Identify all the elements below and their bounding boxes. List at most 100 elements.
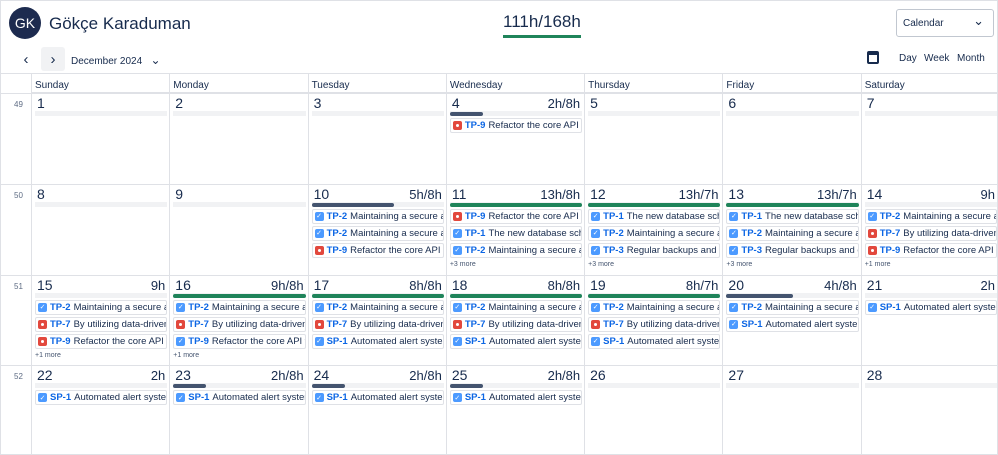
work-item[interactable]: TP-7 By utilizing data-driven: [588, 316, 721, 332]
issue-icon: [452, 228, 462, 238]
view-button[interactable]: Week: [924, 53, 950, 64]
date: 20: [728, 276, 744, 293]
issue-icon: [314, 228, 324, 238]
hours: 8h/7h: [685, 277, 719, 293]
issue-summary: Maintaining a secure ar: [626, 301, 721, 313]
issue-summary: The new database sche: [765, 210, 859, 222]
issue-key: TP-9: [326, 244, 348, 256]
hours: 9h: [150, 277, 166, 293]
issue-key: TP-7: [50, 318, 71, 330]
issue-summary: Maintaining a secure ar: [73, 301, 168, 313]
issue-key: TP-2: [188, 301, 209, 313]
day-cell: 4 2h/8h TP-9 Refactor the core API to: [445, 93, 585, 184]
view-button[interactable]: Day: [899, 53, 917, 64]
day-header: 6: [726, 95, 859, 116]
issue-icon: [38, 319, 47, 329]
week-number: 50: [1, 183, 31, 275]
work-item[interactable]: TP-7 By utilizing data-driven: [449, 316, 583, 332]
issue-key: SP-1: [464, 335, 486, 347]
work-item[interactable]: TP-7 By utilizing data-driven: [311, 316, 444, 332]
week-number: 51: [1, 274, 31, 366]
issue-summary: Automated alert system: [627, 335, 721, 347]
issue-icon: [452, 302, 462, 312]
date: 3: [313, 95, 322, 111]
more-link[interactable]: +1 more: [35, 351, 61, 359]
issue-icon: [314, 211, 324, 221]
issue-key: TP-2: [741, 227, 763, 239]
more-link[interactable]: +1 more: [864, 260, 891, 268]
issue-summary: Refactor the core API to: [73, 335, 168, 347]
progress-bar: [173, 384, 207, 389]
day-cell: 7: [860, 93, 997, 184]
more-link[interactable]: +3 more: [588, 260, 615, 268]
more-link[interactable]: +3 more: [449, 260, 476, 268]
issue-icon: [38, 302, 47, 312]
issue-summary: Maintaining a secure ar: [765, 227, 859, 239]
prev-button[interactable]: ‹: [23, 50, 29, 68]
day-header: 15 9h: [35, 277, 168, 298]
more-link[interactable]: +3 more: [726, 260, 753, 268]
date: 13: [728, 185, 744, 202]
day-header: 18 8h/8h: [449, 277, 583, 298]
issue-icon: [867, 211, 877, 221]
day-header: 11 13h/8h: [449, 186, 583, 207]
issue-summary: Regular backups and op: [626, 244, 721, 256]
day-cell: 3: [307, 93, 446, 184]
issue-icon: [867, 245, 877, 255]
view-select[interactable]: Calendar: [896, 9, 994, 37]
hours: 4h/8h: [824, 277, 857, 293]
more-link[interactable]: +1 more: [173, 351, 200, 359]
day-cell: 9: [169, 183, 308, 275]
work-item[interactable]: TP-7 By utilizing data-driven: [173, 316, 306, 332]
work-item[interactable]: TP-7 By utilizing data-driven: [35, 316, 168, 332]
next-button[interactable]: ›: [41, 47, 65, 71]
issue-summary: Maintaining a secure ar: [903, 210, 997, 222]
issue-summary: By utilizing data-driven: [211, 318, 306, 330]
issue-summary: Automated alert system: [903, 301, 997, 313]
view-button[interactable]: Month: [957, 53, 985, 64]
work-item[interactable]: TP-7 By utilizing data-driven: [864, 225, 997, 241]
weekday-header: Tuesday: [307, 73, 446, 93]
month-picker[interactable]: December 2024: [71, 53, 161, 67]
issue-summary: By utilizing data-driven: [73, 318, 168, 330]
hours: 8h/8h: [409, 277, 442, 293]
calendar-icon[interactable]: [867, 51, 879, 64]
